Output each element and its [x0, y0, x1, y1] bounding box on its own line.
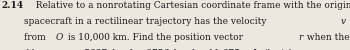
Text: + 11,675: + 11,675	[195, 48, 240, 50]
Text: is 10,000 km. Find the position vector: is 10,000 km. Find the position vector	[65, 32, 246, 42]
Text: Relative to a nonrotating Cartesian coordinate frame with the origin at the cent: Relative to a nonrotating Cartesian coor…	[30, 2, 350, 10]
Text: {Ans.:: {Ans.:	[24, 48, 55, 50]
Text: O: O	[56, 32, 63, 42]
Text: r: r	[299, 32, 303, 42]
Text: (km) }: (km) }	[261, 48, 294, 50]
Text: from: from	[24, 32, 48, 42]
Text: 2.14: 2.14	[2, 2, 24, 10]
Text: = 5837.4: = 5837.4	[71, 48, 116, 50]
Text: v: v	[341, 17, 345, 26]
Text: j: j	[191, 48, 194, 50]
Text: i: i	[128, 48, 132, 50]
Text: r: r	[64, 48, 69, 50]
Text: spacecraft in a rectilinear trajectory has the velocity: spacecraft in a rectilinear trajectory h…	[24, 17, 269, 26]
Text: = 2: = 2	[347, 17, 350, 26]
Text: + 8756.1: + 8756.1	[133, 48, 178, 50]
Text: k: k	[253, 48, 259, 50]
Text: when the spacecraft comes to rest.: when the spacecraft comes to rest.	[304, 32, 350, 42]
